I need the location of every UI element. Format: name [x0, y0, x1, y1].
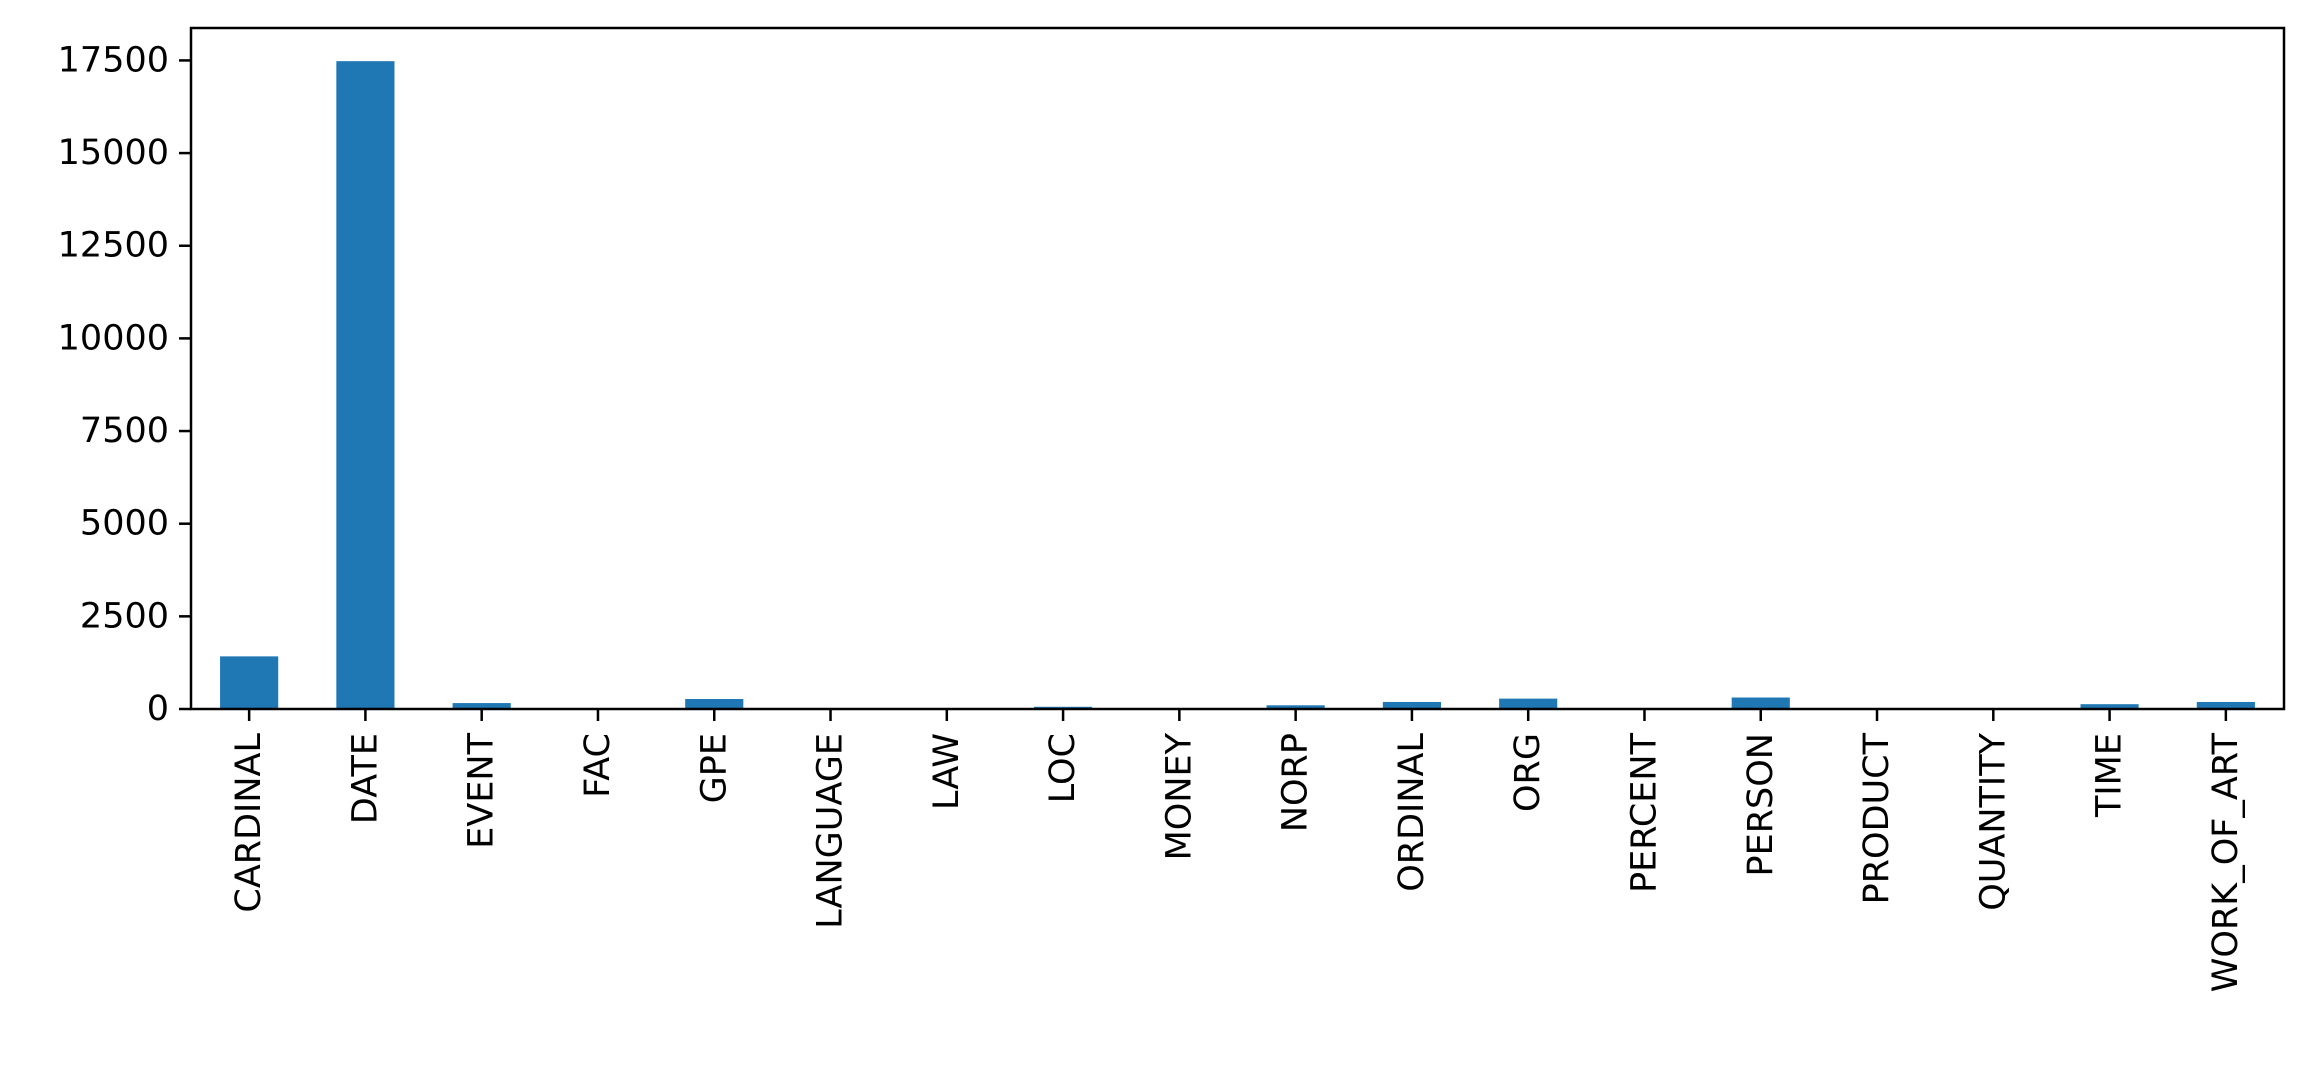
y-tick-label: 17500 [58, 40, 169, 80]
bar-date [336, 61, 395, 709]
y-axis: 0 2500 5000 7500 10000 12500 15000 17500 [58, 40, 191, 729]
bar-org [1499, 698, 1558, 709]
bar-norp [1266, 705, 1325, 709]
x-tick-label: LOC [1043, 733, 1083, 803]
bar-time [2080, 704, 2139, 709]
plot-frame [189, 26, 2286, 711]
y-tick-label: 7500 [80, 411, 169, 451]
x-tick-label: FAC [578, 733, 618, 798]
y-tick-label: 5000 [80, 504, 169, 544]
x-tick-label: DATE [345, 733, 385, 824]
x-tick-label: NORP [1276, 733, 1316, 832]
x-tick-label: CARDINAL [229, 733, 269, 913]
x-tick-label: EVENT [462, 732, 502, 848]
y-tick-label: 15000 [58, 133, 169, 173]
x-tick-label: ORG [1508, 733, 1548, 812]
y-tick-label: 12500 [58, 226, 169, 266]
bar-gpe [685, 698, 744, 709]
x-tick-label: PERSON [1741, 733, 1781, 877]
x-tick-label: LANGUAGE [811, 733, 851, 929]
x-tick-label: PERCENT [1624, 732, 1664, 893]
x-tick-label: LAW [927, 733, 967, 810]
x-tick-label: TIME [2090, 733, 2130, 818]
x-tick-label: PRODUCT [1857, 732, 1897, 904]
y-tick-label: 2500 [80, 596, 169, 636]
bar-ordinal [1382, 701, 1441, 709]
x-axis: CARDINAL DATE EVENT FAC GPE LANGUAGE LAW LOC MON… [229, 709, 2246, 992]
x-tick-label: ORDINAL [1392, 733, 1432, 892]
x-tick-label: QUANTITY [1973, 732, 2013, 910]
x-tick-label: GPE [694, 733, 734, 803]
bar-event [452, 703, 511, 709]
bar-cardinal [220, 656, 279, 709]
bar-person [1731, 697, 1790, 709]
x-tick-label: WORK_OF_ART [2206, 732, 2246, 992]
x-tick-label: MONEY [1159, 732, 1199, 860]
bar-work_of_art [2196, 701, 2255, 709]
y-tick-label: 0 [147, 689, 169, 729]
y-tick-label: 10000 [58, 318, 169, 358]
